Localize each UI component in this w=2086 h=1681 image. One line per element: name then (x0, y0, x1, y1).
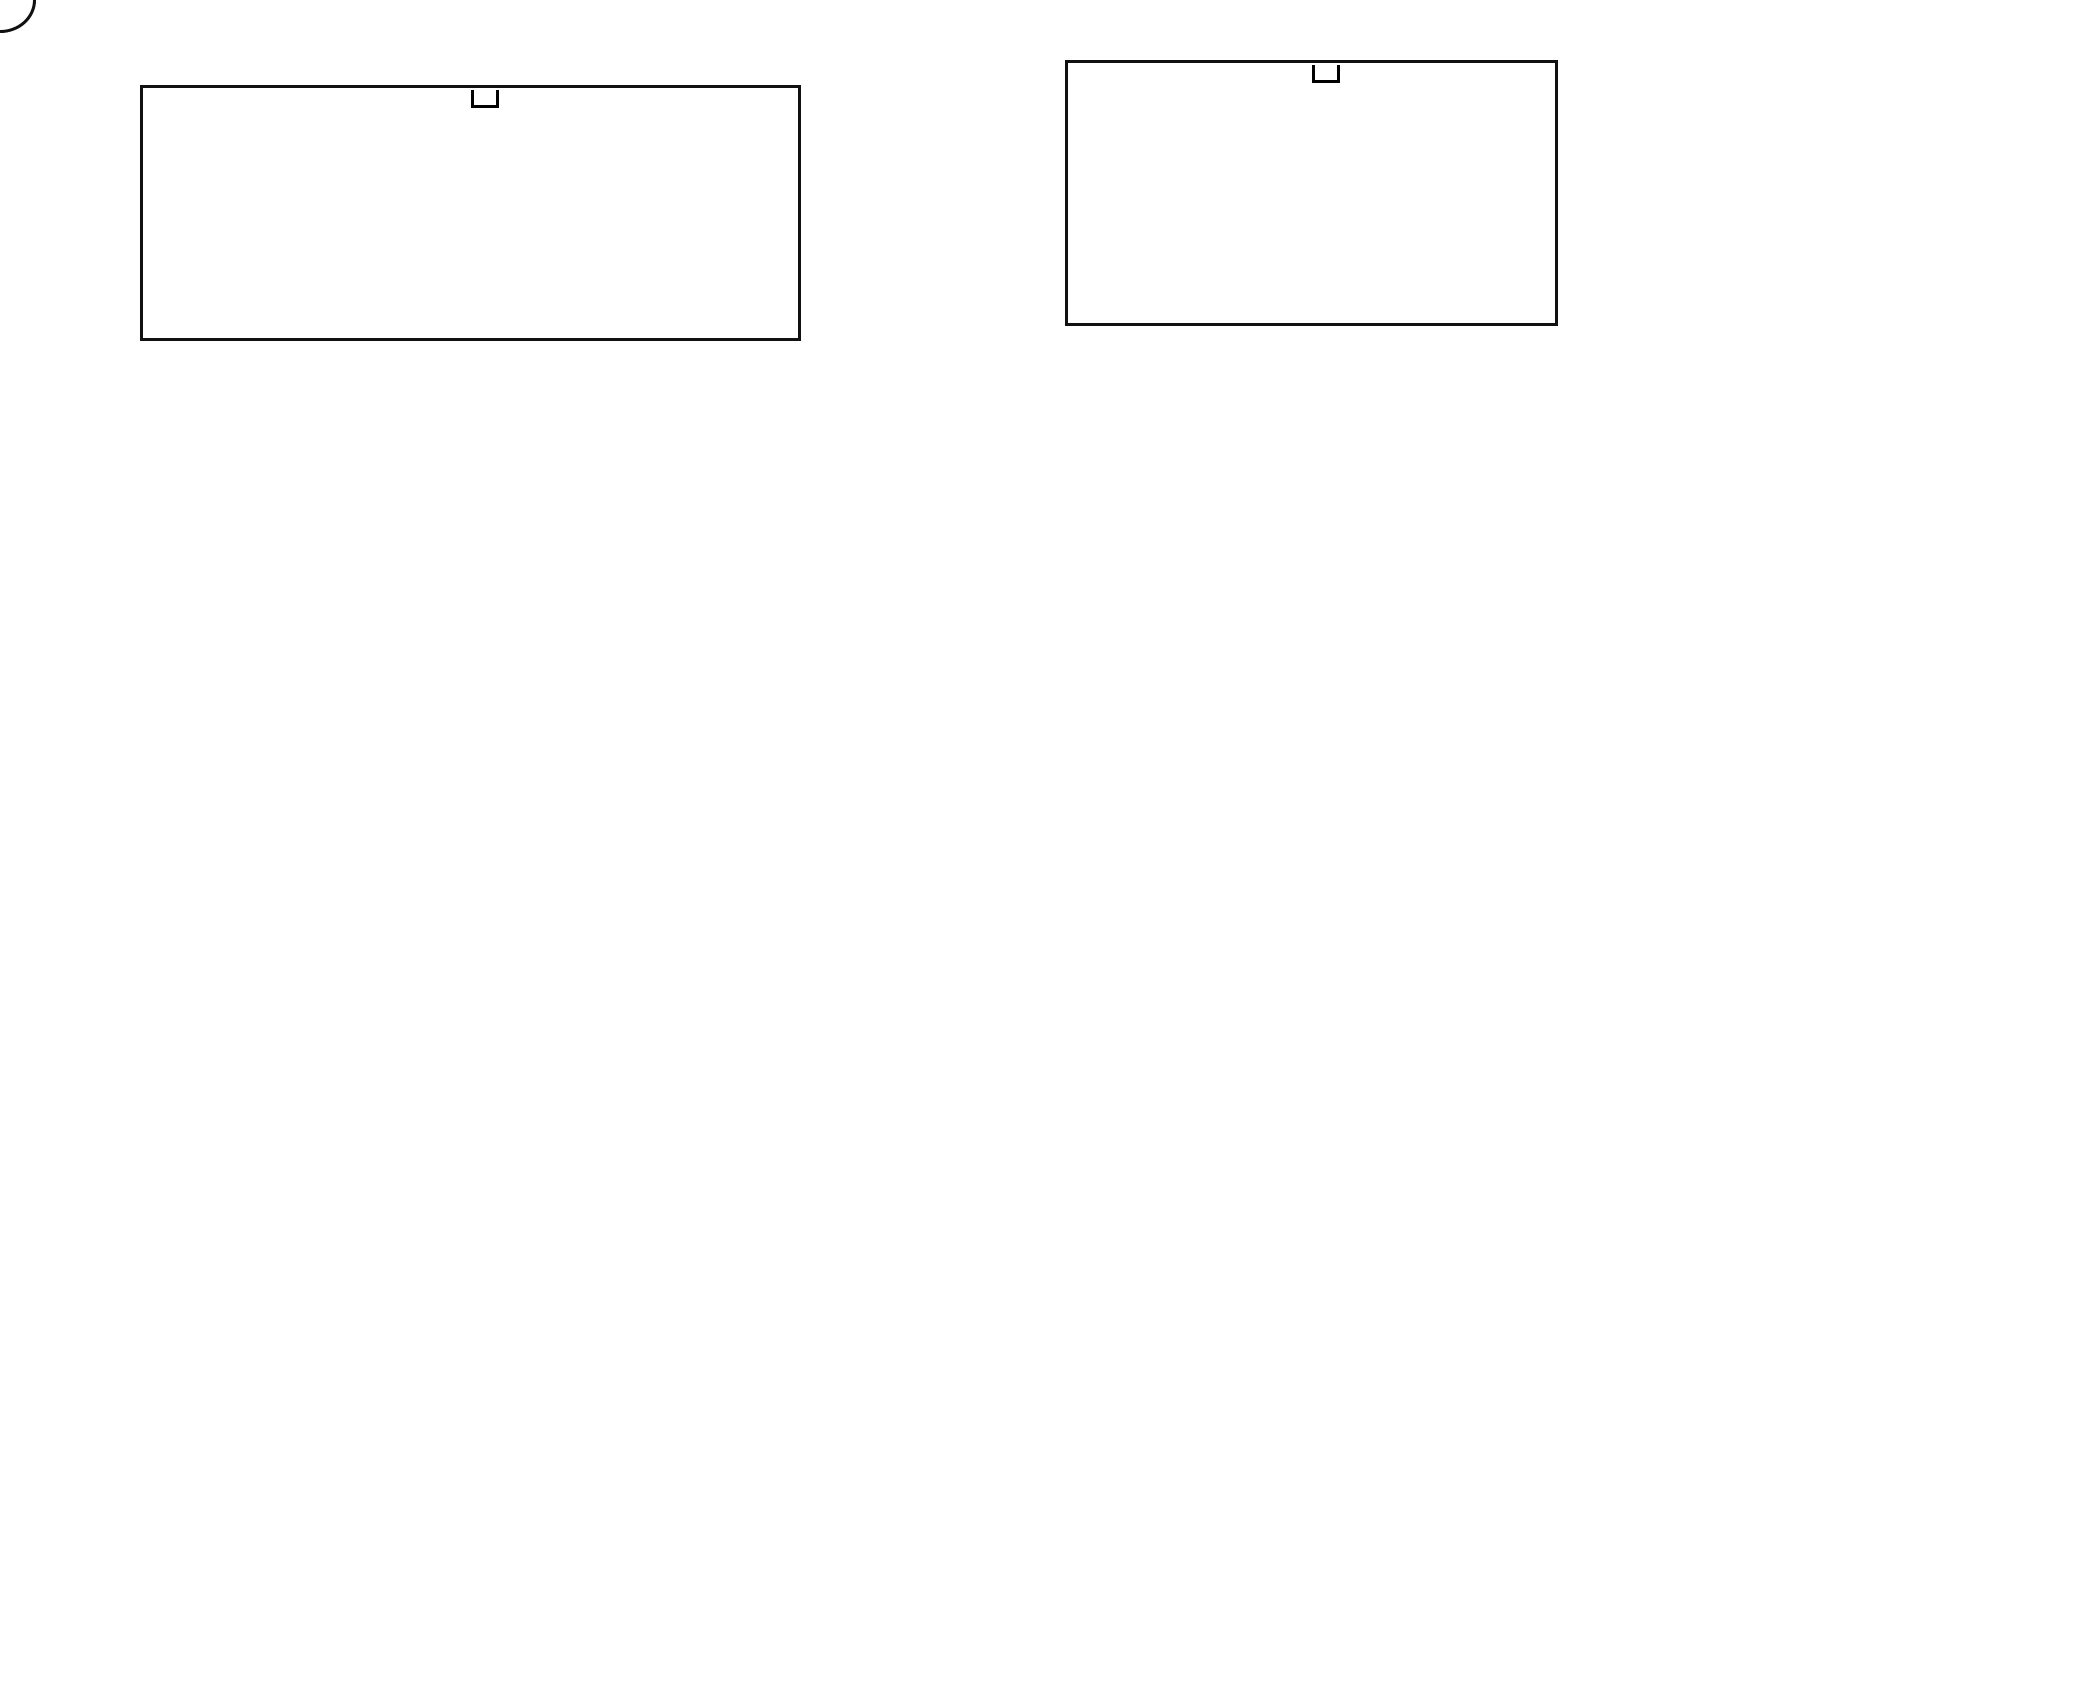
legend-panel-b (1065, 60, 1558, 326)
scalebar-a (470, 90, 499, 108)
legend-panel-a (140, 85, 801, 341)
scalebar-b (1311, 65, 1340, 83)
